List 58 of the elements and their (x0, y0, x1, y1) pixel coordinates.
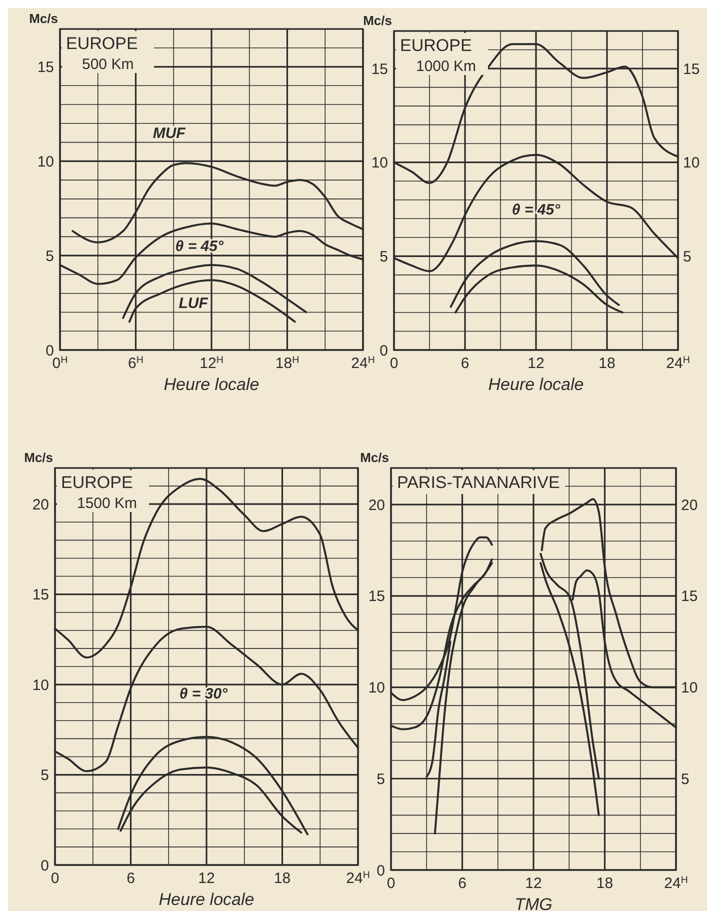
y2-tick-label: 10 (683, 154, 700, 172)
y-tick-label: 15 (368, 588, 385, 606)
y2-tick-label: 5 (681, 770, 690, 788)
x-axis-title: Heure locale (488, 375, 584, 394)
y2-tick-label: 15 (681, 588, 698, 606)
x-tick-label: 12 (528, 355, 544, 372)
y-axis-title: Mc/s (24, 450, 53, 465)
y-tick-label: 10 (371, 154, 388, 172)
chart-title: EUROPE (66, 34, 138, 53)
x-axis-title: Heure locale (164, 375, 260, 394)
annotation: LUF (178, 295, 209, 312)
y-tick-label: 15 (32, 586, 49, 604)
y-tick-label: 10 (368, 680, 385, 697)
y-tick-label: 20 (32, 496, 49, 514)
x-tick-label: 18 (596, 875, 614, 892)
y-axis-title: Mc/s (363, 13, 392, 28)
x-axis-title: Heure locale (158, 890, 254, 909)
y-tick-label: 0 (40, 857, 49, 874)
y-tick-label: 0 (380, 342, 388, 360)
chart-title: EUROPE (400, 36, 472, 55)
x-tick-label: 0$^{H}$ (52, 354, 68, 372)
y-tick-label: 5 (46, 248, 54, 265)
y-tick-label: 5 (380, 248, 388, 266)
y-tick-label: 10 (37, 153, 54, 170)
x-tick-label: 12$^{H}$ (200, 354, 224, 372)
chart-title: EUROPE (61, 473, 133, 492)
text: 1500 Km (77, 495, 138, 512)
y-tick-label: 20 (368, 496, 385, 514)
chart-title: PARIS-TANANARIVE (397, 473, 560, 492)
y2-tick-label: 15 (683, 60, 700, 78)
x-tick-label: 18 (598, 355, 616, 372)
y-tick-label: 10 (32, 676, 49, 694)
x-tick-label: 6 (126, 870, 135, 887)
x-tick-label: 18 (274, 870, 291, 887)
y-axis-title: Mc/s (360, 450, 389, 465)
annotation: θ = 45° (512, 202, 562, 219)
y2-tick-label: 5 (683, 248, 692, 266)
x-tick-label: 24$^{H}$ (664, 874, 688, 892)
y-tick-label: 15 (37, 59, 54, 76)
y-tick-label: 5 (40, 767, 49, 784)
x-tick-label: 12 (525, 875, 542, 892)
text: 500 Km (82, 56, 134, 73)
x-axis-title: TMG (514, 895, 552, 911)
x-tick-label: 24$^{H}$ (346, 870, 370, 887)
x-tick-label: 6 (460, 355, 470, 372)
y-tick-label: 5 (376, 770, 385, 788)
y2-tick-label: 20 (681, 496, 698, 514)
y-tick-label: 15 (371, 60, 388, 78)
y-tick-label: 0 (46, 342, 54, 360)
y2-tick-label: 10 (681, 680, 698, 697)
x-tick-label: 12 (198, 870, 215, 887)
x-tick-label: 24$^{H}$ (666, 354, 690, 372)
y-axis-title: Mc/s (29, 11, 58, 26)
x-tick-label: 24$^{H}$ (351, 354, 375, 372)
x-tick-label: 6$^{H}$ (128, 354, 144, 372)
x-tick-label: 6 (458, 875, 466, 892)
text: 1000 Km (416, 58, 476, 75)
x-tick-label: 18$^{H}$ (275, 354, 300, 372)
